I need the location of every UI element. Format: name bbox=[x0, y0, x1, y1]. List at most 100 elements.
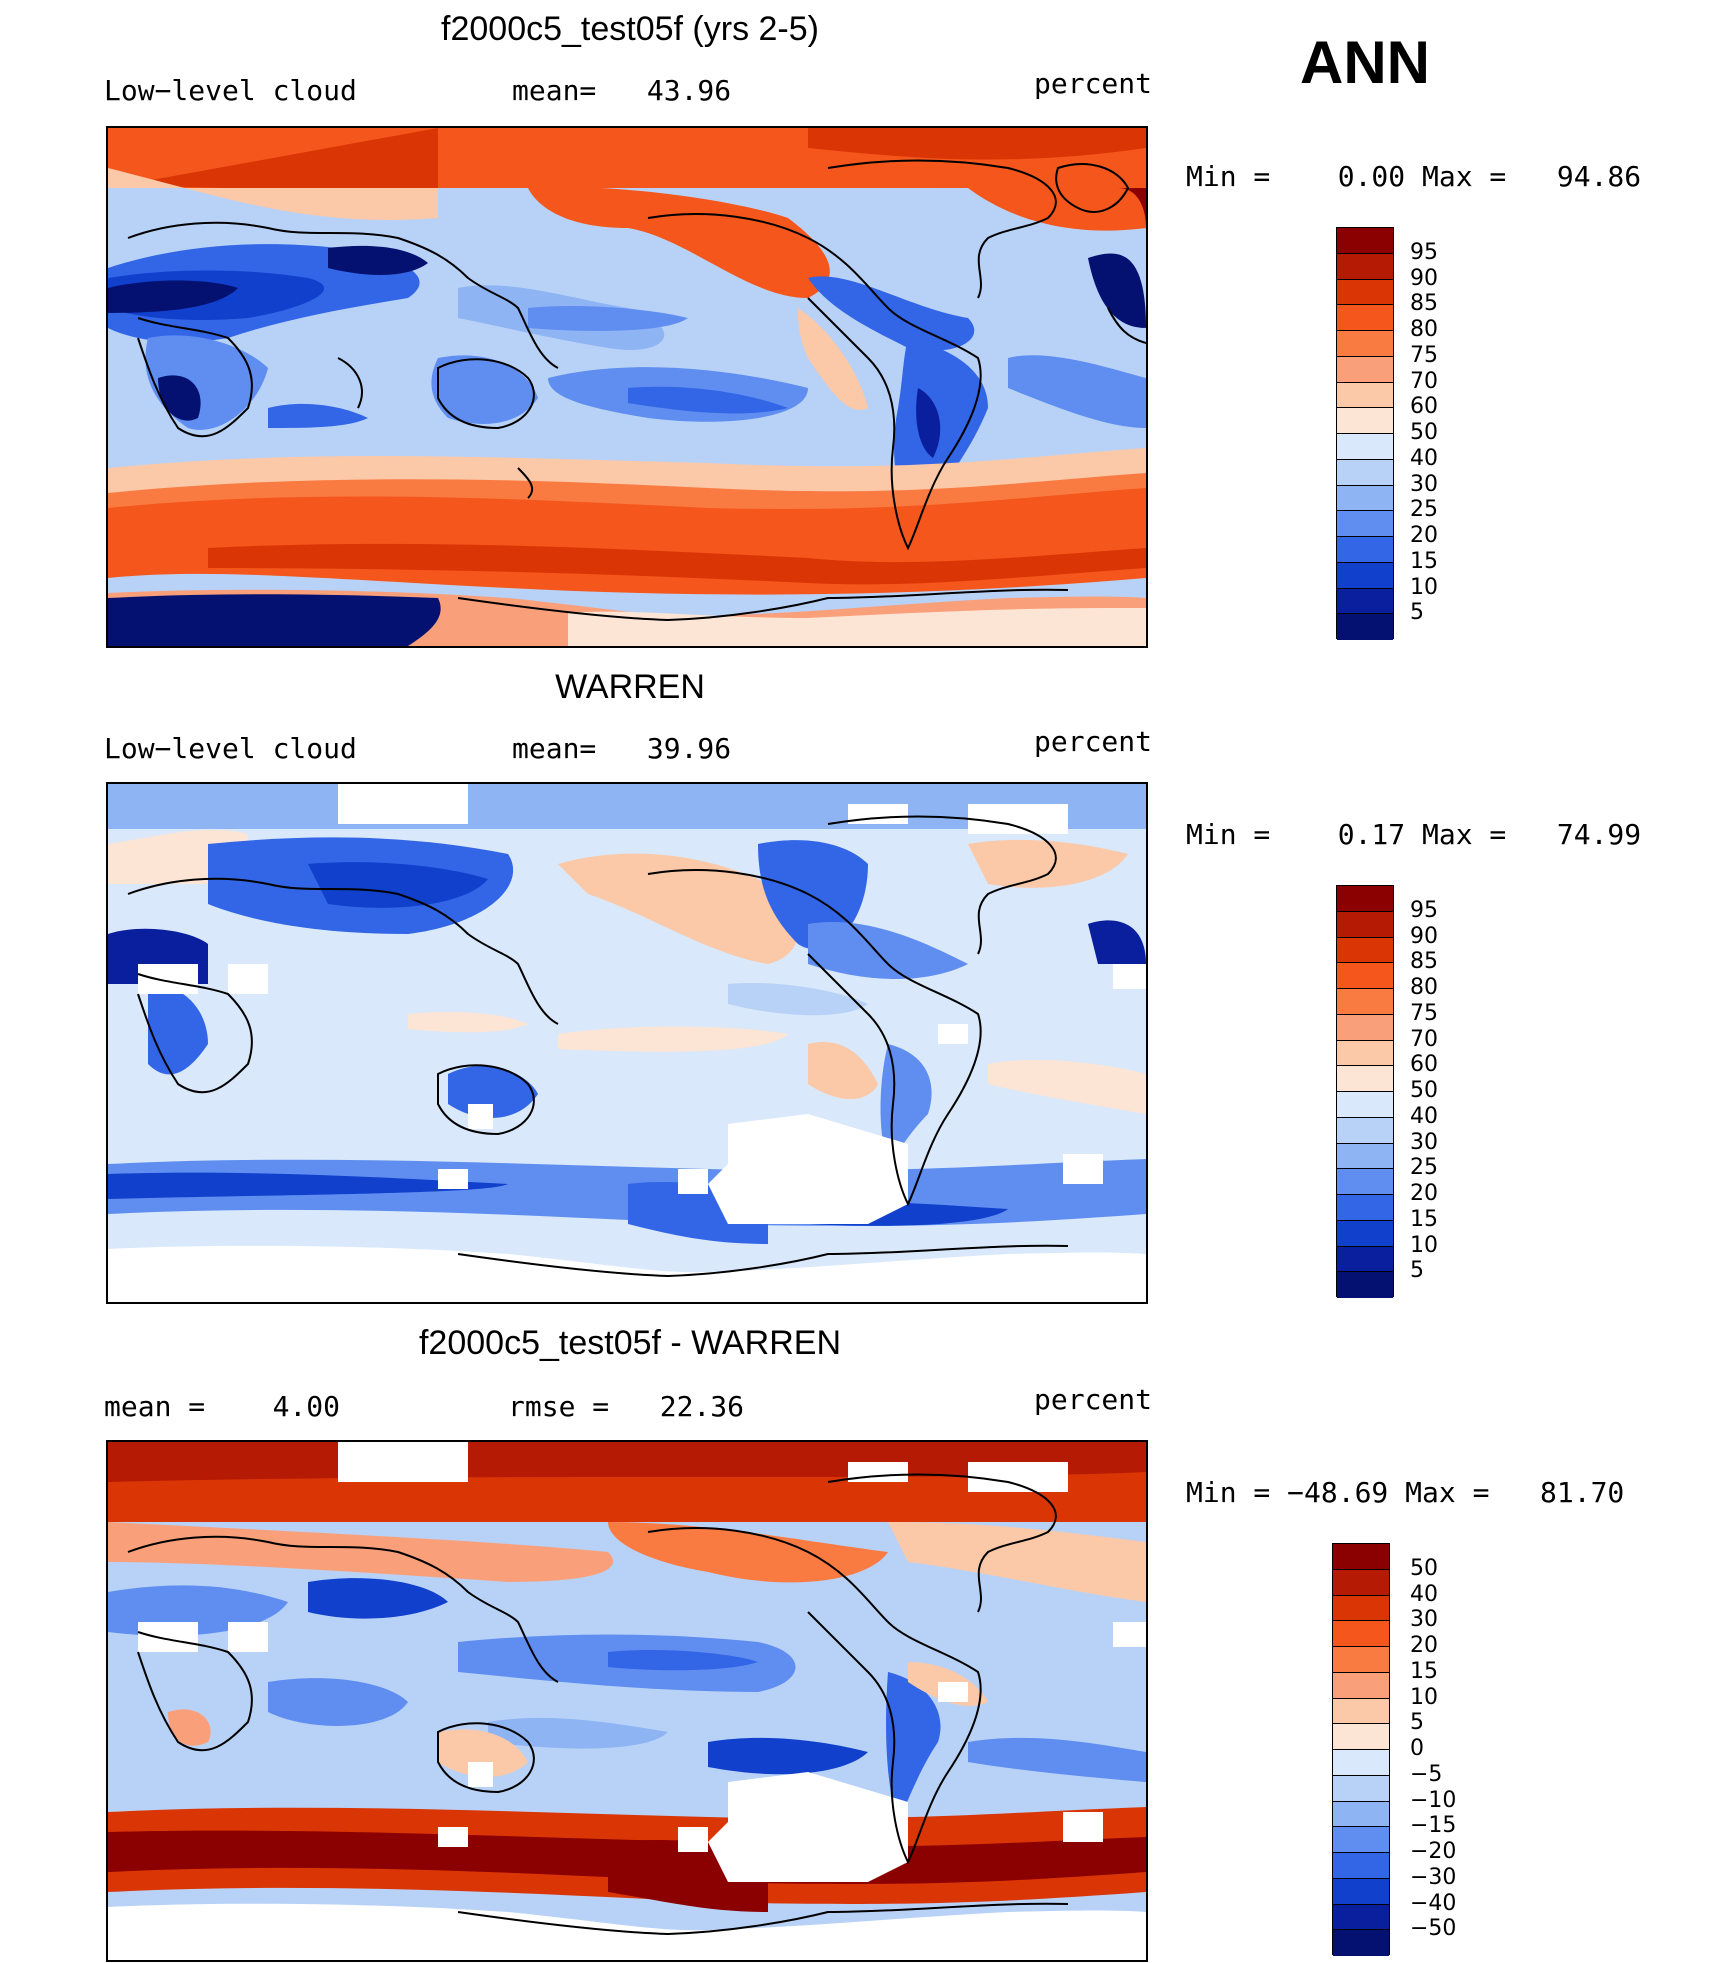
colorbar-tick-label: 5 bbox=[1410, 600, 1424, 626]
colorbar-tick-label: 25 bbox=[1410, 1155, 1438, 1181]
panel2-colorbar: 95 90 85 80 75 70 60 50 40 30 25 20 15 10 5 bbox=[1336, 885, 1536, 1298]
colorbar-swatch bbox=[1333, 1647, 1389, 1673]
colorbar-swatch bbox=[1333, 1621, 1389, 1647]
panel1-minmax: Min = 0.00 Max = 94.86 bbox=[1186, 160, 1642, 193]
colorbar-swatch bbox=[1333, 1750, 1389, 1776]
colorbar-tick-label: −15 bbox=[1410, 1813, 1457, 1839]
panel3-colorbar-swatches bbox=[1332, 1543, 1390, 1956]
colorbar-swatch bbox=[1337, 305, 1393, 331]
colorbar-tick-label: 40 bbox=[1410, 445, 1438, 471]
colorbar-swatch bbox=[1337, 434, 1393, 460]
panel2-title: WARREN bbox=[555, 668, 705, 706]
colorbar-tick-label: −40 bbox=[1410, 1890, 1457, 1916]
colorbar-tick-label: 90 bbox=[1410, 923, 1438, 949]
colorbar-swatch bbox=[1337, 485, 1393, 512]
colorbar-swatch bbox=[1337, 356, 1393, 383]
colorbar-tick-label: 50 bbox=[1410, 420, 1438, 445]
colorbar-swatch bbox=[1337, 1169, 1393, 1195]
colorbar-tick-label: −30 bbox=[1410, 1864, 1457, 1890]
colorbar-swatch bbox=[1333, 1827, 1389, 1853]
panel3-colorbar: 50 40 30 20 15 10 5 0 −5 −10 −15 −20 −30 −40 −50 bbox=[1332, 1543, 1532, 1956]
panel1-title: f2000c5_test05f (yrs 2-5) bbox=[441, 10, 819, 48]
colorbar-tick-label: 60 bbox=[1410, 1052, 1438, 1078]
colorbar-tick-label: 95 bbox=[1410, 239, 1438, 265]
colorbar-swatch bbox=[1333, 1775, 1389, 1802]
colorbar-tick-label: 20 bbox=[1410, 523, 1438, 548]
colorbar-tick-label: −20 bbox=[1410, 1839, 1457, 1864]
colorbar-tick-label: 70 bbox=[1410, 368, 1438, 394]
colorbar-tick-label: −50 bbox=[1410, 1916, 1457, 1942]
colorbar-tick-label: 90 bbox=[1410, 265, 1438, 291]
colorbar-swatch bbox=[1333, 1904, 1389, 1931]
colorbar-tick-label: 5 bbox=[1410, 1258, 1424, 1284]
colorbar-tick-label: 30 bbox=[1410, 1129, 1438, 1155]
panel2-mean-label: mean= 39.96 bbox=[512, 732, 732, 765]
colorbar-tick-label: 10 bbox=[1410, 574, 1438, 600]
colorbar-tick-label: 95 bbox=[1410, 897, 1438, 923]
colorbar-tick-label: 50 bbox=[1410, 1555, 1438, 1581]
colorbar-swatch bbox=[1337, 253, 1393, 280]
colorbar-tick-label: 25 bbox=[1410, 497, 1438, 523]
colorbar-swatch bbox=[1337, 1092, 1393, 1118]
colorbar-tick-label: 80 bbox=[1410, 975, 1438, 1000]
colorbar-tick-label: 75 bbox=[1410, 342, 1438, 368]
colorbar-swatch bbox=[1337, 937, 1393, 964]
colorbar-swatch bbox=[1337, 911, 1393, 938]
panel3-minmax: Min = −48.69 Max = 81.70 bbox=[1186, 1476, 1625, 1509]
panel1-colorbar: 95 90 85 80 75 70 60 50 40 30 25 20 15 10 5 bbox=[1336, 227, 1536, 640]
colorbar-swatch bbox=[1337, 562, 1393, 589]
panel3-rmse-label: rmse = 22.36 bbox=[508, 1390, 745, 1423]
colorbar-tick-label: 15 bbox=[1410, 548, 1438, 574]
colorbar-swatch bbox=[1337, 1195, 1393, 1221]
panel2-map bbox=[106, 782, 1148, 1304]
colorbar-swatch bbox=[1337, 228, 1393, 254]
colorbar-tick-label: 5 bbox=[1410, 1710, 1424, 1736]
colorbar-swatch bbox=[1333, 1930, 1389, 1956]
colorbar-tick-label: 40 bbox=[1410, 1103, 1438, 1129]
colorbar-swatch bbox=[1337, 537, 1393, 563]
colorbar-swatch bbox=[1333, 1544, 1389, 1570]
colorbar-swatch bbox=[1337, 588, 1393, 615]
colorbar-tick-label: 15 bbox=[1410, 1206, 1438, 1232]
panel2-units-label: percent bbox=[1034, 725, 1153, 758]
colorbar-swatch bbox=[1337, 408, 1393, 434]
season-label: ANN bbox=[1300, 29, 1430, 96]
colorbar-swatch bbox=[1333, 1672, 1389, 1699]
colorbar-swatch bbox=[1333, 1853, 1389, 1879]
colorbar-swatch bbox=[1337, 1014, 1393, 1041]
colorbar-tick-label: 75 bbox=[1410, 1000, 1438, 1026]
panel2-variable-label: Low−level cloud bbox=[104, 732, 357, 765]
panel1-map bbox=[106, 126, 1148, 648]
panel1-colorbar-swatches bbox=[1336, 227, 1394, 640]
panel3-units-label: percent bbox=[1034, 1383, 1153, 1416]
colorbar-swatch bbox=[1337, 1066, 1393, 1092]
colorbar-swatch bbox=[1337, 279, 1393, 306]
colorbar-swatch bbox=[1337, 1272, 1393, 1298]
colorbar-swatch bbox=[1337, 963, 1393, 989]
panel1-units-label: percent bbox=[1034, 67, 1153, 100]
colorbar-swatch bbox=[1337, 382, 1393, 409]
panel2-colorbar-swatches bbox=[1336, 885, 1394, 1298]
panel3-title: f2000c5_test05f - WARREN bbox=[418, 1324, 842, 1362]
colorbar-swatch bbox=[1333, 1724, 1389, 1750]
colorbar-tick-label: 20 bbox=[1410, 1633, 1438, 1658]
colorbar-tick-label: 50 bbox=[1410, 1078, 1438, 1103]
colorbar-swatch bbox=[1333, 1698, 1389, 1725]
colorbar-tick-label: 85 bbox=[1410, 291, 1438, 317]
colorbar-swatch bbox=[1337, 1117, 1393, 1144]
colorbar-tick-label: −10 bbox=[1410, 1787, 1457, 1813]
colorbar-tick-label: 10 bbox=[1410, 1232, 1438, 1258]
colorbar-swatch bbox=[1337, 331, 1393, 357]
colorbar-swatch bbox=[1333, 1569, 1389, 1596]
colorbar-tick-label: 30 bbox=[1410, 471, 1438, 497]
colorbar-tick-label: 0 bbox=[1410, 1736, 1424, 1761]
colorbar-tick-label: 20 bbox=[1410, 1181, 1438, 1206]
colorbar-tick-label: −5 bbox=[1410, 1761, 1443, 1787]
colorbar-tick-label: 40 bbox=[1410, 1581, 1438, 1607]
panel1-mean-label: mean= 43.96 bbox=[512, 74, 732, 107]
colorbar-swatch bbox=[1337, 1246, 1393, 1273]
panel3-mean-label: mean = 4.00 bbox=[104, 1390, 341, 1423]
colorbar-swatch bbox=[1333, 1878, 1389, 1905]
colorbar-tick-label: 85 bbox=[1410, 949, 1438, 975]
colorbar-tick-label: 10 bbox=[1410, 1684, 1438, 1710]
